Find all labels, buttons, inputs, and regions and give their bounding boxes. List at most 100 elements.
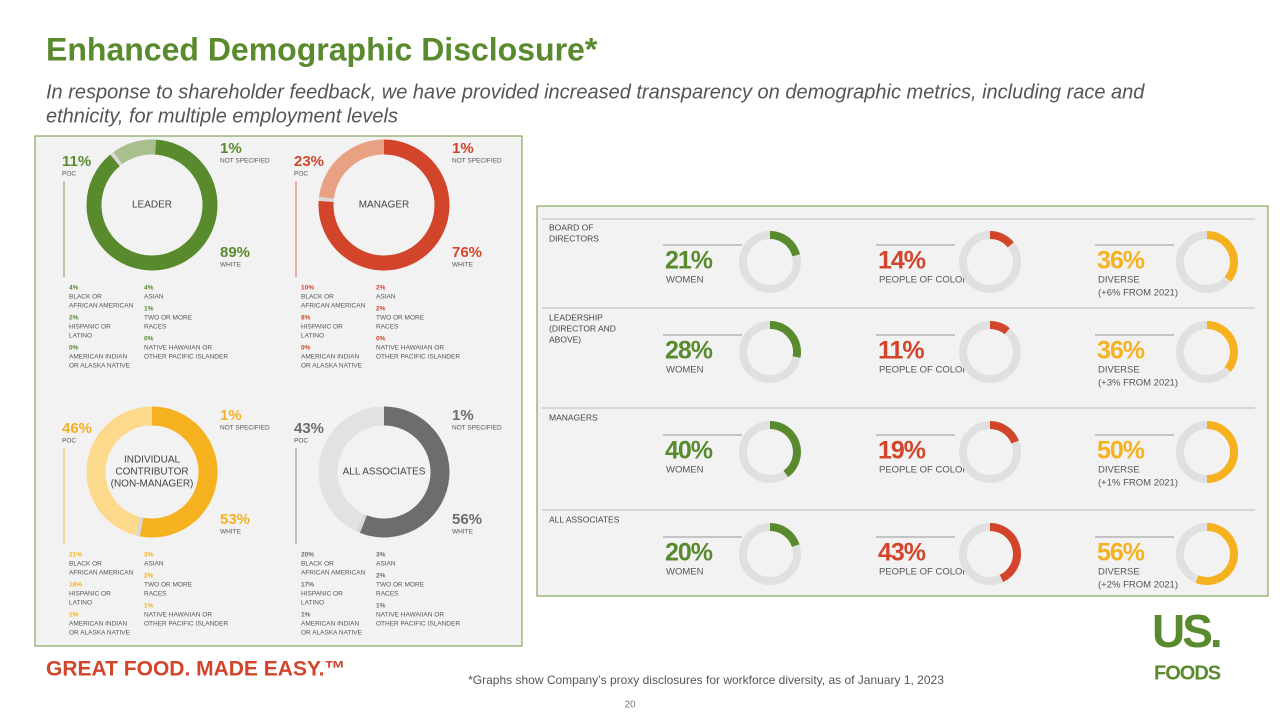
breakdown-value: 0% bbox=[376, 336, 386, 343]
breakdown-value: 2% bbox=[376, 573, 386, 580]
breakdown-name: RACES bbox=[144, 591, 167, 598]
poc-label: POC bbox=[62, 171, 76, 178]
poc-label: POC bbox=[294, 171, 308, 178]
breakdown-name: RACES bbox=[144, 324, 167, 331]
logo: US. bbox=[1152, 605, 1220, 657]
breakdown-name: RACES bbox=[376, 324, 399, 331]
metric-value: 40% bbox=[665, 437, 713, 465]
poc-value: 46% bbox=[62, 420, 92, 437]
metric-name: DIVERSE bbox=[1098, 465, 1140, 476]
donut-center-label: LEADER bbox=[132, 200, 172, 211]
breakdown-name: OTHER PACIFIC ISLANDER bbox=[144, 621, 228, 628]
breakdown-name: BLACK OR bbox=[69, 561, 102, 568]
white-label: WHITE bbox=[220, 262, 242, 269]
subtitle: ethnicity, for multiple employment level… bbox=[46, 105, 398, 127]
breakdown-name: AMERICAN INDIAN bbox=[301, 621, 359, 628]
metric-name: DIVERSE bbox=[1098, 275, 1140, 286]
metric-value: 14% bbox=[878, 247, 926, 275]
breakdown-value: 0% bbox=[144, 336, 154, 343]
breakdown-name: TWO OR MORE bbox=[376, 582, 425, 589]
breakdown-name: NATIVE HAWAIIAN OR bbox=[144, 345, 212, 352]
breakdown-name: BLACK OR bbox=[301, 294, 334, 301]
metric-value: 28% bbox=[665, 337, 713, 365]
breakdown-name: ASIAN bbox=[376, 561, 396, 568]
not-specified-label: NOT SPECIFIED bbox=[220, 158, 270, 165]
subtitle: In response to shareholder feedback, we … bbox=[46, 81, 1145, 103]
poc-value: 43% bbox=[294, 420, 324, 437]
donut-not-specified bbox=[115, 158, 118, 160]
metric-note: (+3% FROM 2021) bbox=[1098, 378, 1178, 389]
white-label: WHITE bbox=[452, 529, 474, 536]
metric-value: 50% bbox=[1097, 437, 1145, 465]
breakdown-name: BLACK OR bbox=[301, 561, 334, 568]
breakdown-name: NATIVE HAWAIIAN OR bbox=[144, 612, 212, 619]
metric-note: (+6% FROM 2021) bbox=[1098, 288, 1178, 299]
breakdown-name: HISPANIC OR bbox=[69, 591, 111, 598]
title: Enhanced Demographic Disclosure* bbox=[46, 31, 598, 67]
breakdown-value: 17% bbox=[301, 582, 314, 589]
breakdown-value: 3% bbox=[376, 552, 386, 559]
metric-name: WOMEN bbox=[666, 465, 704, 476]
breakdown-name: OTHER PACIFIC ISLANDER bbox=[376, 621, 460, 628]
metric-name: PEOPLE OF COLOR bbox=[879, 465, 969, 476]
breakdown-name: ASIAN bbox=[144, 561, 164, 568]
metric-name: WOMEN bbox=[666, 275, 704, 286]
row-label: ALL ASSOCIATES bbox=[549, 514, 620, 524]
breakdown-name: AFRICAN AMERICAN bbox=[301, 570, 366, 577]
breakdown-name: AFRICAN AMERICAN bbox=[69, 570, 134, 577]
breakdown-name: OR ALASKA NATIVE bbox=[69, 363, 131, 370]
page-number: 20 bbox=[624, 700, 636, 711]
not-specified-label: NOT SPECIFIED bbox=[220, 425, 270, 432]
metric-value: 20% bbox=[665, 539, 713, 567]
metric-value: 43% bbox=[878, 539, 926, 567]
breakdown-name: AMERICAN INDIAN bbox=[69, 354, 127, 361]
logo: FOODS bbox=[1154, 662, 1221, 684]
metric-note: (+2% FROM 2021) bbox=[1098, 580, 1178, 591]
breakdown-value: 1% bbox=[144, 603, 154, 610]
breakdown-value: 2% bbox=[376, 285, 386, 292]
metric-value: 11% bbox=[878, 337, 924, 365]
breakdown-name: OTHER PACIFIC ISLANDER bbox=[376, 354, 460, 361]
metric-name: WOMEN bbox=[666, 365, 704, 376]
breakdown-value: 2% bbox=[69, 315, 79, 322]
donut-not-specified bbox=[138, 526, 141, 527]
breakdown-name: HISPANIC OR bbox=[69, 324, 111, 331]
breakdown-value: 4% bbox=[69, 285, 79, 292]
tagline: GREAT FOOD. MADE EASY.™ bbox=[46, 658, 345, 681]
metric-value: 56% bbox=[1097, 539, 1145, 567]
white-label: WHITE bbox=[452, 262, 474, 269]
row-label: (DIRECTOR AND bbox=[549, 323, 616, 333]
breakdown-value: 3% bbox=[144, 552, 154, 559]
breakdown-value: 1% bbox=[301, 612, 311, 619]
white-value: 89% bbox=[220, 244, 250, 261]
not-specified-label: NOT SPECIFIED bbox=[452, 425, 502, 432]
breakdown-name: HISPANIC OR bbox=[301, 591, 343, 598]
metric-value: 36% bbox=[1097, 247, 1145, 275]
breakdown-name: HISPANIC OR bbox=[301, 324, 343, 331]
breakdown-value: 2% bbox=[144, 573, 154, 580]
breakdown-name: NATIVE HAWAIIAN OR bbox=[376, 612, 444, 619]
metric-name: DIVERSE bbox=[1098, 365, 1140, 376]
breakdown-name: AMERICAN INDIAN bbox=[69, 621, 127, 628]
breakdown-name: OTHER PACIFIC ISLANDER bbox=[144, 354, 228, 361]
breakdown-value: 18% bbox=[69, 582, 82, 589]
footnote: *Graphs show Company’s proxy disclosures… bbox=[468, 673, 944, 687]
not-specified-value: 1% bbox=[452, 407, 474, 424]
row-label: DIRECTORS bbox=[549, 233, 599, 243]
white-value: 56% bbox=[452, 511, 482, 528]
row-label: LEADERSHIP bbox=[549, 312, 603, 322]
white-value: 53% bbox=[220, 511, 250, 528]
breakdown-value: 8% bbox=[301, 315, 311, 322]
breakdown-value: 1% bbox=[376, 603, 386, 610]
breakdown-name: LATINO bbox=[69, 333, 92, 340]
white-value: 76% bbox=[452, 244, 482, 261]
breakdown-name: TWO OR MORE bbox=[376, 315, 425, 322]
breakdown-name: NATIVE HAWAIIAN OR bbox=[376, 345, 444, 352]
metric-value: 36% bbox=[1097, 337, 1145, 365]
donut-not-specified bbox=[360, 523, 363, 524]
poc-value: 11% bbox=[62, 153, 91, 170]
donut-center-label: (NON-MANAGER) bbox=[111, 479, 194, 490]
breakdown-name: BLACK OR bbox=[69, 294, 102, 301]
breakdown-name: OR ALASKA NATIVE bbox=[301, 630, 363, 637]
